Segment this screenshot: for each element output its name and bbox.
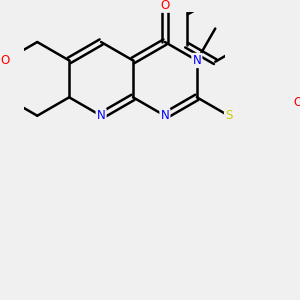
- Text: O: O: [1, 54, 10, 67]
- Text: N: N: [97, 109, 106, 122]
- Text: O: O: [160, 0, 170, 12]
- Text: O: O: [293, 96, 300, 109]
- Text: N: N: [160, 109, 169, 122]
- Text: N: N: [193, 54, 201, 67]
- Text: S: S: [225, 109, 232, 122]
